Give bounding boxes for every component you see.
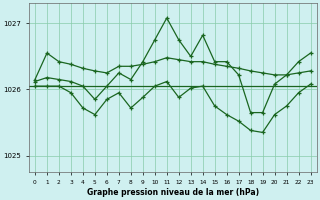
X-axis label: Graphe pression niveau de la mer (hPa): Graphe pression niveau de la mer (hPa) <box>87 188 259 197</box>
